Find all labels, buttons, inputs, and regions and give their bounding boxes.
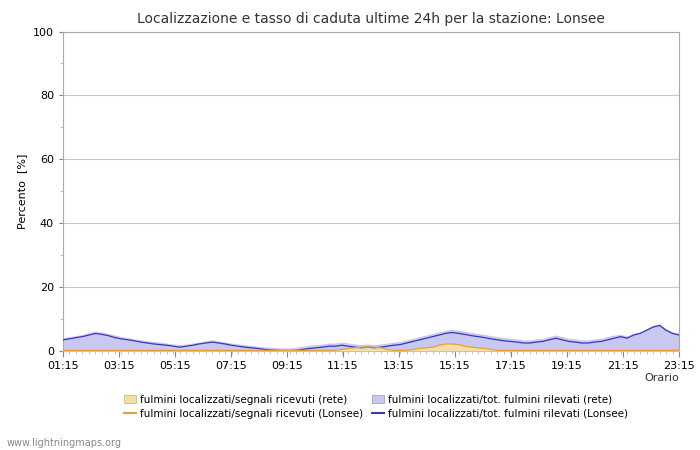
Title: Localizzazione e tasso di caduta ultime 24h per la stazione: Lonsee: Localizzazione e tasso di caduta ultime … bbox=[137, 12, 605, 26]
Y-axis label: Percento  [%]: Percento [%] bbox=[18, 153, 27, 229]
Legend: fulmini localizzati/segnali ricevuti (rete), fulmini localizzati/segnali ricevut: fulmini localizzati/segnali ricevuti (re… bbox=[124, 395, 629, 418]
Text: www.lightningmaps.org: www.lightningmaps.org bbox=[7, 438, 122, 448]
Text: Orario: Orario bbox=[644, 374, 679, 383]
